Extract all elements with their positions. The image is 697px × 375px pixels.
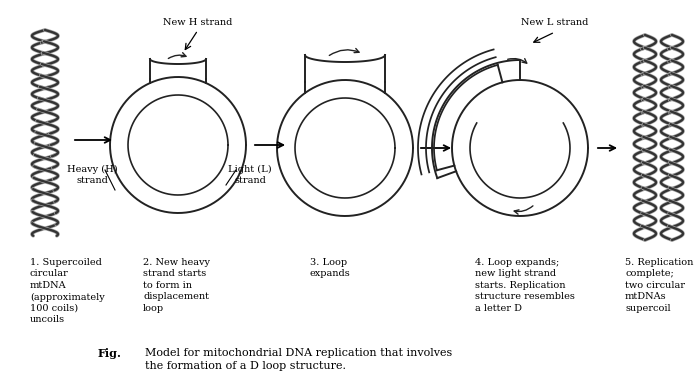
Text: Heavy (H)
strand: Heavy (H) strand [67, 165, 117, 184]
Text: Model for mitochondrial DNA replication that involves
the formation of a D loop : Model for mitochondrial DNA replication … [145, 348, 452, 371]
Text: 1. Supercoiled
circular
mtDNA
(approximately
100 coils)
uncoils: 1. Supercoiled circular mtDNA (approxima… [30, 258, 105, 324]
Text: New L strand: New L strand [521, 18, 589, 27]
Text: Light (L)
strand: Light (L) strand [228, 165, 272, 184]
Text: 3. Loop
expands: 3. Loop expands [310, 258, 351, 279]
Text: 2. New heavy
strand starts
to form in
displacement
loop: 2. New heavy strand starts to form in di… [143, 258, 210, 313]
Text: New H strand: New H strand [163, 18, 233, 27]
Text: 4. Loop expands;
new light strand
starts. Replication
structure resembles
a lett: 4. Loop expands; new light strand starts… [475, 258, 575, 313]
Text: 5. Replication
complete;
two circular
mtDNAs
supercoil: 5. Replication complete; two circular mt… [625, 258, 694, 313]
Text: Fig.: Fig. [98, 348, 122, 359]
